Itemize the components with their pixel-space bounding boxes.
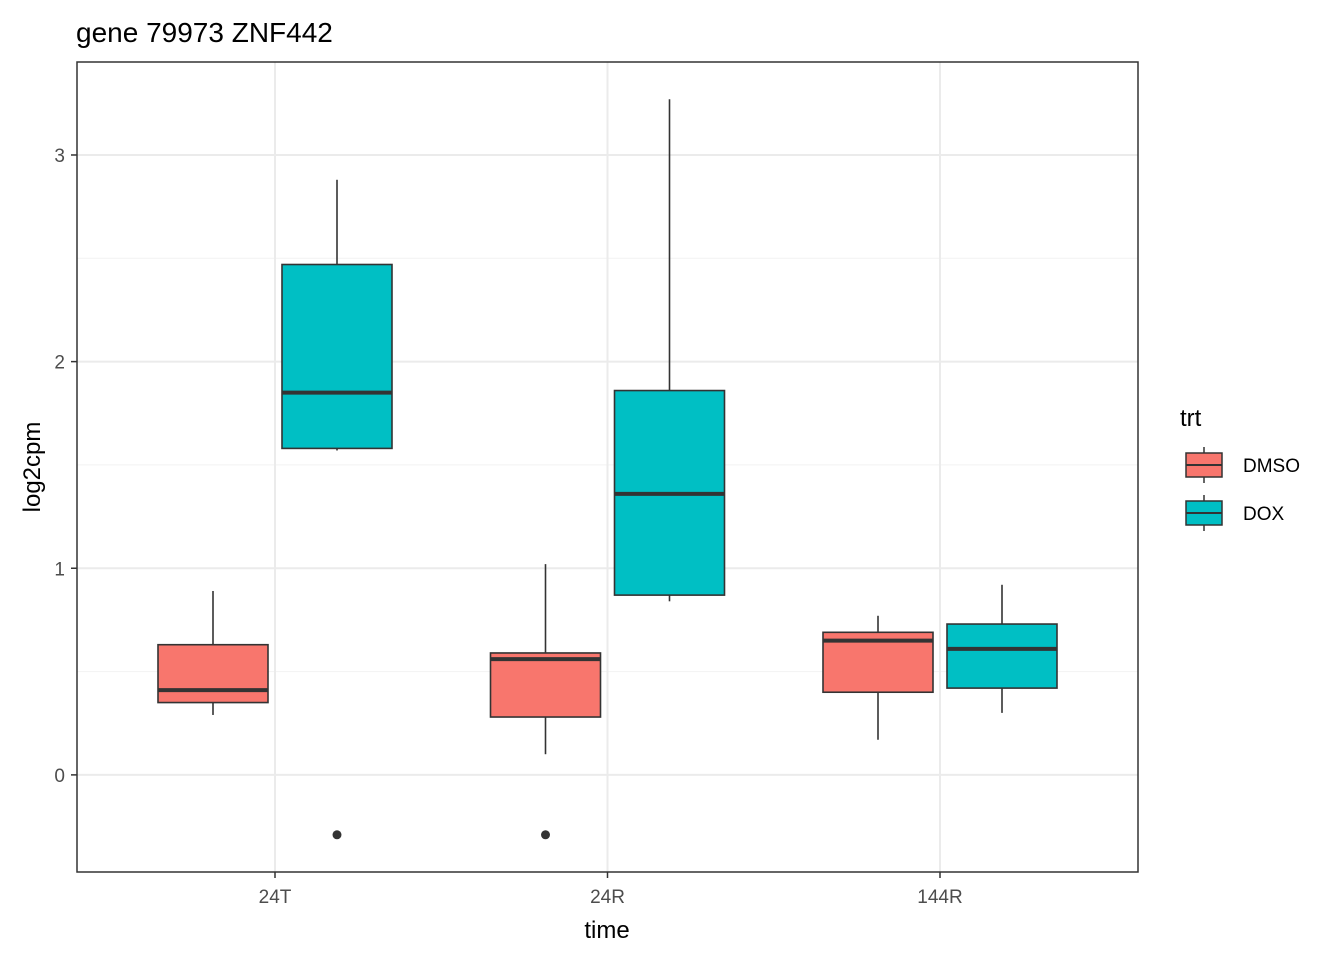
chart-title: gene 79973 ZNF442	[76, 17, 333, 48]
x-tick-label: 24R	[590, 887, 625, 908]
outlier-point	[332, 830, 342, 840]
box-dox-144r	[946, 584, 1058, 713]
legend-item-dmso: DMSO	[1185, 447, 1300, 483]
outlier-point	[541, 830, 550, 840]
box-dox-24r	[613, 99, 726, 602]
x-tick-label: 144R	[917, 887, 962, 908]
legend-label: DOX	[1243, 504, 1285, 525]
x-tick-label: 24T	[259, 887, 292, 908]
box-dmso-24t	[157, 590, 269, 715]
y-axis-title: log2cpm	[19, 422, 46, 513]
box-series	[157, 99, 1058, 840]
x-axis-title: time	[584, 917, 629, 944]
box-dmso-144r	[822, 615, 934, 740]
legend-label: DMSO	[1243, 456, 1300, 477]
legend-title: trt	[1180, 405, 1202, 432]
box-dmso-24r	[489, 564, 602, 840]
box-iqr	[157, 643, 269, 704]
y-tick-label: 2	[54, 353, 65, 374]
box-iqr	[281, 263, 393, 450]
box-dox-24t	[281, 179, 393, 840]
legend: trt DMSO DOX	[1180, 405, 1300, 531]
y-tick-label: 3	[54, 146, 65, 167]
x-axis: 24T 24R 144R	[259, 872, 963, 908]
y-axis: 0 1 2 3	[54, 146, 77, 787]
box-iqr	[946, 623, 1058, 689]
major-gridlines	[77, 62, 1138, 872]
y-tick-label: 0	[54, 766, 65, 787]
legend-items: DMSO DOX	[1185, 447, 1300, 531]
y-tick-label: 1	[54, 559, 65, 580]
box-iqr	[489, 652, 602, 718]
legend-item-dox: DOX	[1185, 495, 1285, 531]
